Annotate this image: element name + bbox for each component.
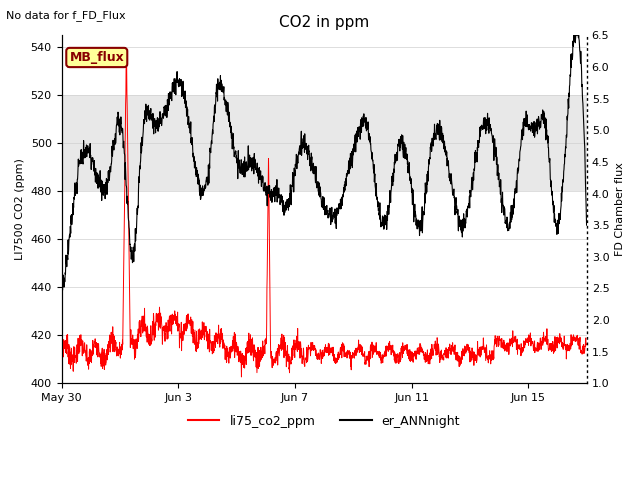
Y-axis label: LI7500 CO2 (ppm): LI7500 CO2 (ppm) [15, 158, 25, 260]
Legend: li75_co2_ppm, er_ANNnight: li75_co2_ppm, er_ANNnight [183, 410, 465, 433]
Bar [61, 96, 587, 192]
Text: No data for f_FD_Flux: No data for f_FD_Flux [6, 10, 126, 21]
Title: CO2 in ppm: CO2 in ppm [279, 15, 369, 30]
Y-axis label: FD Chamber flux: FD Chamber flux [615, 162, 625, 256]
Text: MB_flux: MB_flux [69, 51, 124, 64]
